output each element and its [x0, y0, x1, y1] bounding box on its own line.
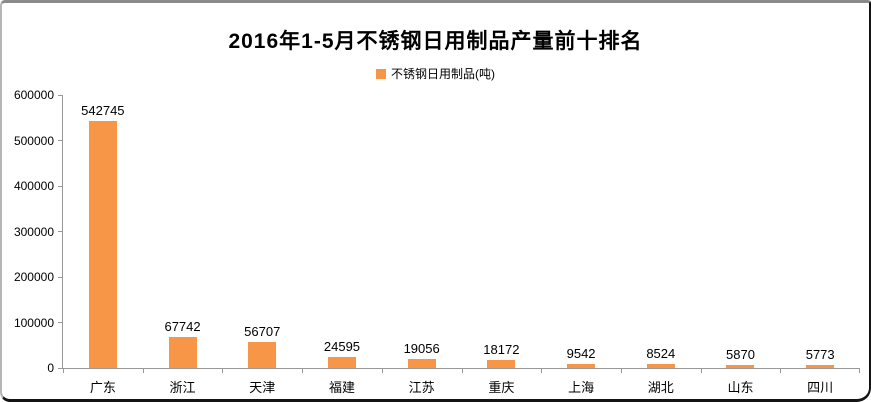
bar-value-label: 18172 — [483, 342, 520, 357]
x-axis-category-label: 山东 — [727, 380, 754, 395]
x-axis-tick — [541, 368, 543, 373]
bar — [567, 364, 596, 368]
plot-area: 542745 广东 67742 浙江 56707 天津 24595 福建 19056 江苏 1817… — [14, 88, 860, 395]
y-axis-tick — [58, 276, 63, 278]
y-axis-label: 200000 — [13, 270, 54, 284]
x-axis-category-label: 湖北 — [647, 380, 674, 395]
bar — [726, 365, 755, 368]
bar-column: 24595 福建 — [302, 95, 382, 395]
bar-column: 8524 湖北 — [621, 95, 701, 395]
bar-value-label: 19056 — [403, 341, 440, 356]
x-axis-tick — [461, 368, 463, 373]
bar — [248, 342, 277, 368]
bar-value-label: 67742 — [164, 319, 201, 334]
y-axis-label: 500000 — [13, 133, 54, 148]
bar-column: 56707 天津 — [222, 95, 302, 395]
legend-label: 不锈钢日用制品(吨) — [391, 67, 495, 81]
bar — [88, 121, 117, 368]
bar-column: 5773 四川 — [780, 95, 860, 395]
x-axis-tick — [859, 368, 860, 373]
y-axis-tick — [58, 322, 63, 323]
bar — [407, 359, 436, 368]
y-axis-tick — [58, 231, 63, 232]
bar-column: 5870 山东 — [701, 95, 781, 395]
bar — [487, 360, 516, 368]
x-axis-category-label: 重庆 — [488, 380, 515, 395]
bar-column: 9542 上海 — [541, 95, 621, 395]
y-axis-tick — [58, 367, 63, 369]
x-axis-category-label: 江苏 — [408, 380, 435, 395]
bar — [806, 365, 835, 368]
x-axis-category-label: 浙江 — [169, 380, 196, 395]
bar-column: 18172 重庆 — [462, 95, 542, 395]
bar-value-label: 5870 — [726, 347, 755, 362]
bar-value-label: 24595 — [323, 339, 361, 354]
bar — [168, 337, 197, 368]
bar-column: 542745 广东 — [63, 95, 143, 395]
bar-value-label: 56707 — [244, 324, 281, 339]
x-axis-tick — [780, 368, 782, 373]
x-axis-category-label: 四川 — [807, 380, 834, 395]
y-axis-label: 0 — [47, 361, 54, 375]
bar-column: 19056 江苏 — [382, 95, 462, 395]
y-axis-tick — [58, 185, 63, 187]
bar — [646, 364, 675, 368]
y-axis-label: 600000 — [13, 88, 54, 102]
legend: 不锈钢日用制品(吨) — [2, 65, 869, 82]
bar-column: 67742 浙江 — [143, 95, 223, 395]
x-axis-tick — [63, 368, 64, 373]
bar-value-label: 5773 — [805, 347, 835, 362]
bar-value-label: 542745 — [81, 103, 125, 118]
bars-container: 542745 广东 67742 浙江 56707 天津 24595 福建 19056 江苏 1817… — [63, 95, 860, 395]
x-axis-category-label: 福建 — [328, 380, 355, 395]
y-axis-label: 100000 — [13, 315, 54, 330]
x-axis-tick — [700, 368, 702, 373]
x-axis-tick — [381, 368, 383, 373]
x-axis-tick — [222, 368, 224, 373]
x-axis-category-label: 天津 — [249, 380, 276, 395]
x-axis-tick — [620, 368, 622, 373]
chart-title: 2016年1-5月不锈钢日用制品产量前十排名 — [228, 30, 643, 53]
x-axis-category-label: 上海 — [568, 380, 595, 395]
y-axis-tick — [58, 140, 63, 141]
y-axis-label: 400000 — [13, 179, 54, 193]
bar-value-label: 8524 — [646, 346, 676, 361]
y-axis-label: 300000 — [13, 224, 54, 239]
x-axis-category-label: 广东 — [89, 380, 116, 395]
y-axis-tick — [58, 94, 63, 96]
x-axis-tick — [302, 368, 304, 373]
legend-swatch-icon — [376, 68, 386, 79]
bar-value-label: 9542 — [566, 346, 596, 361]
bar — [327, 357, 356, 368]
x-axis-tick — [142, 368, 144, 373]
